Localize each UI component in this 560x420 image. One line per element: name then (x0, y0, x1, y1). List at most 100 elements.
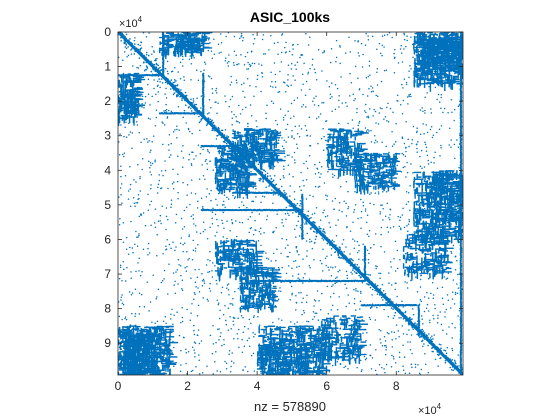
nonzero-marker (450, 360, 452, 362)
nonzero-marker (359, 273, 361, 275)
nonzero-marker (323, 231, 325, 233)
nonzero-marker (191, 110, 193, 112)
nonzero-marker (321, 238, 323, 240)
nonzero-marker (120, 37, 122, 39)
nonzero-marker (290, 201, 292, 203)
nonzero-marker (423, 337, 425, 339)
nonzero-marker (248, 169, 250, 171)
nonzero-marker (345, 259, 347, 261)
nonzero-marker (428, 339, 430, 341)
nonzero-marker (416, 328, 418, 330)
nonzero-marker (323, 234, 325, 236)
nonzero-marker (137, 44, 139, 46)
nonzero-marker (177, 85, 179, 87)
nonzero-marker (191, 105, 193, 107)
nonzero-marker (126, 44, 128, 46)
nonzero-marker (143, 56, 145, 58)
nonzero-marker (348, 262, 350, 264)
nonzero-marker (358, 275, 360, 277)
nonzero-marker (386, 298, 388, 300)
nonzero-marker (221, 137, 223, 139)
nonzero-marker (254, 169, 256, 171)
nonzero-marker (355, 272, 357, 274)
nonzero-marker (165, 82, 167, 84)
nonzero-marker (376, 289, 378, 291)
nonzero-marker (141, 47, 143, 49)
nonzero-marker (271, 189, 273, 191)
nonzero-marker (158, 78, 160, 80)
nonzero-marker (205, 119, 207, 121)
nonzero-marker (353, 268, 355, 270)
nonzero-marker (384, 297, 386, 299)
nonzero-marker (181, 100, 183, 102)
nonzero-marker (139, 57, 141, 59)
nonzero-marker (145, 60, 147, 62)
nonzero-marker (409, 322, 411, 324)
nonzero-marker (237, 151, 239, 153)
nonzero-marker (207, 123, 209, 125)
nonzero-marker (424, 338, 426, 340)
nonzero-marker (430, 342, 432, 344)
nonzero-marker (161, 78, 163, 80)
nonzero-marker (445, 356, 447, 358)
nonzero-marker (265, 187, 267, 189)
nonzero-marker (122, 37, 124, 39)
nonzero-marker (126, 34, 128, 36)
nonzero-marker (406, 320, 408, 322)
nonzero-marker (355, 269, 357, 271)
nonzero-marker (307, 215, 309, 217)
nonzero-marker (366, 283, 368, 285)
nonzero-marker (174, 85, 176, 87)
nonzero-marker (121, 33, 123, 35)
nonzero-marker (320, 230, 322, 232)
nonzero-marker (176, 94, 178, 96)
nonzero-marker (146, 66, 148, 68)
nonzero-marker (316, 231, 318, 233)
nonzero-marker (146, 52, 148, 54)
nonzero-marker (318, 228, 320, 230)
nonzero-marker (211, 123, 213, 125)
nonzero-marker (265, 174, 267, 176)
nonzero-marker (430, 337, 432, 339)
nonzero-marker (455, 363, 457, 365)
nonzero-marker (414, 327, 416, 329)
nonzero-marker (334, 244, 336, 246)
nonzero-marker (316, 227, 318, 229)
nonzero-marker (452, 359, 454, 361)
nonzero-marker (389, 298, 391, 300)
nonzero-marker (431, 339, 433, 341)
nonzero-marker (224, 140, 226, 142)
nonzero-marker (275, 185, 277, 187)
nonzero-marker (290, 206, 292, 208)
nonzero-marker (150, 61, 152, 63)
nonzero-marker (445, 360, 447, 362)
nonzero-marker (177, 90, 179, 92)
nonzero-marker (372, 289, 374, 291)
nonzero-marker (287, 202, 289, 204)
nonzero-marker (214, 125, 216, 127)
nonzero-marker (212, 128, 214, 130)
nonzero-marker (196, 107, 198, 109)
nonzero-marker (327, 243, 329, 245)
nonzero-marker (264, 175, 266, 177)
nonzero-marker (427, 345, 429, 347)
nonzero-marker (134, 53, 136, 55)
nonzero-marker (339, 246, 341, 248)
nonzero-marker (381, 297, 383, 299)
nonzero-marker (293, 204, 295, 206)
nonzero-marker (306, 223, 308, 225)
nonzero-marker (214, 130, 216, 132)
nonzero-marker (372, 285, 374, 287)
nonzero-marker (371, 283, 373, 285)
nonzero-marker (445, 362, 447, 364)
nonzero-marker (276, 190, 278, 192)
nonzero-marker (443, 349, 445, 351)
nonzero-marker (385, 293, 387, 295)
nonzero-marker (150, 63, 152, 65)
nonzero-marker (230, 143, 232, 145)
nonzero-marker (374, 290, 376, 292)
nonzero-marker (377, 293, 379, 295)
nonzero-marker (185, 104, 187, 106)
nonzero-marker (366, 277, 368, 279)
nonzero-marker (158, 68, 160, 70)
